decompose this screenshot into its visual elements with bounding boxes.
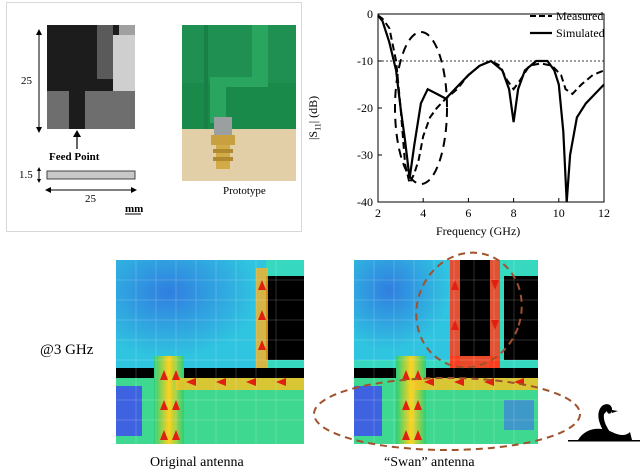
y-tick-label: -30 <box>357 148 373 162</box>
y-tick-label: -40 <box>357 195 373 209</box>
legend-simulated-label: Simulated <box>556 26 605 40</box>
x-tick-label: 12 <box>598 206 610 220</box>
s11-highlight-ellipse <box>394 31 448 185</box>
swan-icon <box>568 404 640 442</box>
x-tick-label: 2 <box>375 206 381 220</box>
y-tick-label: 0 <box>367 7 373 21</box>
x-tick-label: 10 <box>553 206 565 220</box>
s11-chart: 2 4 6 8 10 12 0 -10 -20 -30 -40 <box>357 7 610 220</box>
original-antenna-caption: Original antenna <box>150 455 244 470</box>
x-axis-label: Frequency (GHz) <box>436 224 521 238</box>
swan-antenna-current-map <box>354 260 538 444</box>
x-tick-label: 6 <box>465 206 471 220</box>
feed-point-label: Feed Point <box>49 151 100 163</box>
unit-label: mm <box>125 203 144 215</box>
legend-measured-label: Measured <box>556 9 604 23</box>
dim-width-label: 25 <box>85 193 96 205</box>
x-tick-label: 4 <box>420 206 426 220</box>
series-line-measured <box>377 14 605 187</box>
swan-neck-ellipse <box>415 251 523 369</box>
series-line-simulated <box>377 14 605 203</box>
original-antenna-current-map <box>116 260 304 444</box>
x-tick-label: 8 <box>511 206 517 220</box>
antenna-geometry-drawing <box>36 25 141 215</box>
frequency-label: @3 GHz <box>40 342 94 358</box>
antenna-figure-panel: 25 Feed Point 1.5 25 mm Prototype <box>6 2 302 232</box>
prototype-photo <box>182 25 296 181</box>
dim-thickness-label: 1.5 <box>19 169 33 181</box>
y-tick-label: -20 <box>357 101 373 115</box>
swan-antenna-caption: “Swan” antenna <box>384 455 475 470</box>
prototype-caption: Prototype <box>223 185 266 197</box>
ground-ellipse <box>313 377 581 451</box>
y-tick-label: -10 <box>357 54 373 68</box>
dim-height-label: 25 <box>21 75 32 87</box>
